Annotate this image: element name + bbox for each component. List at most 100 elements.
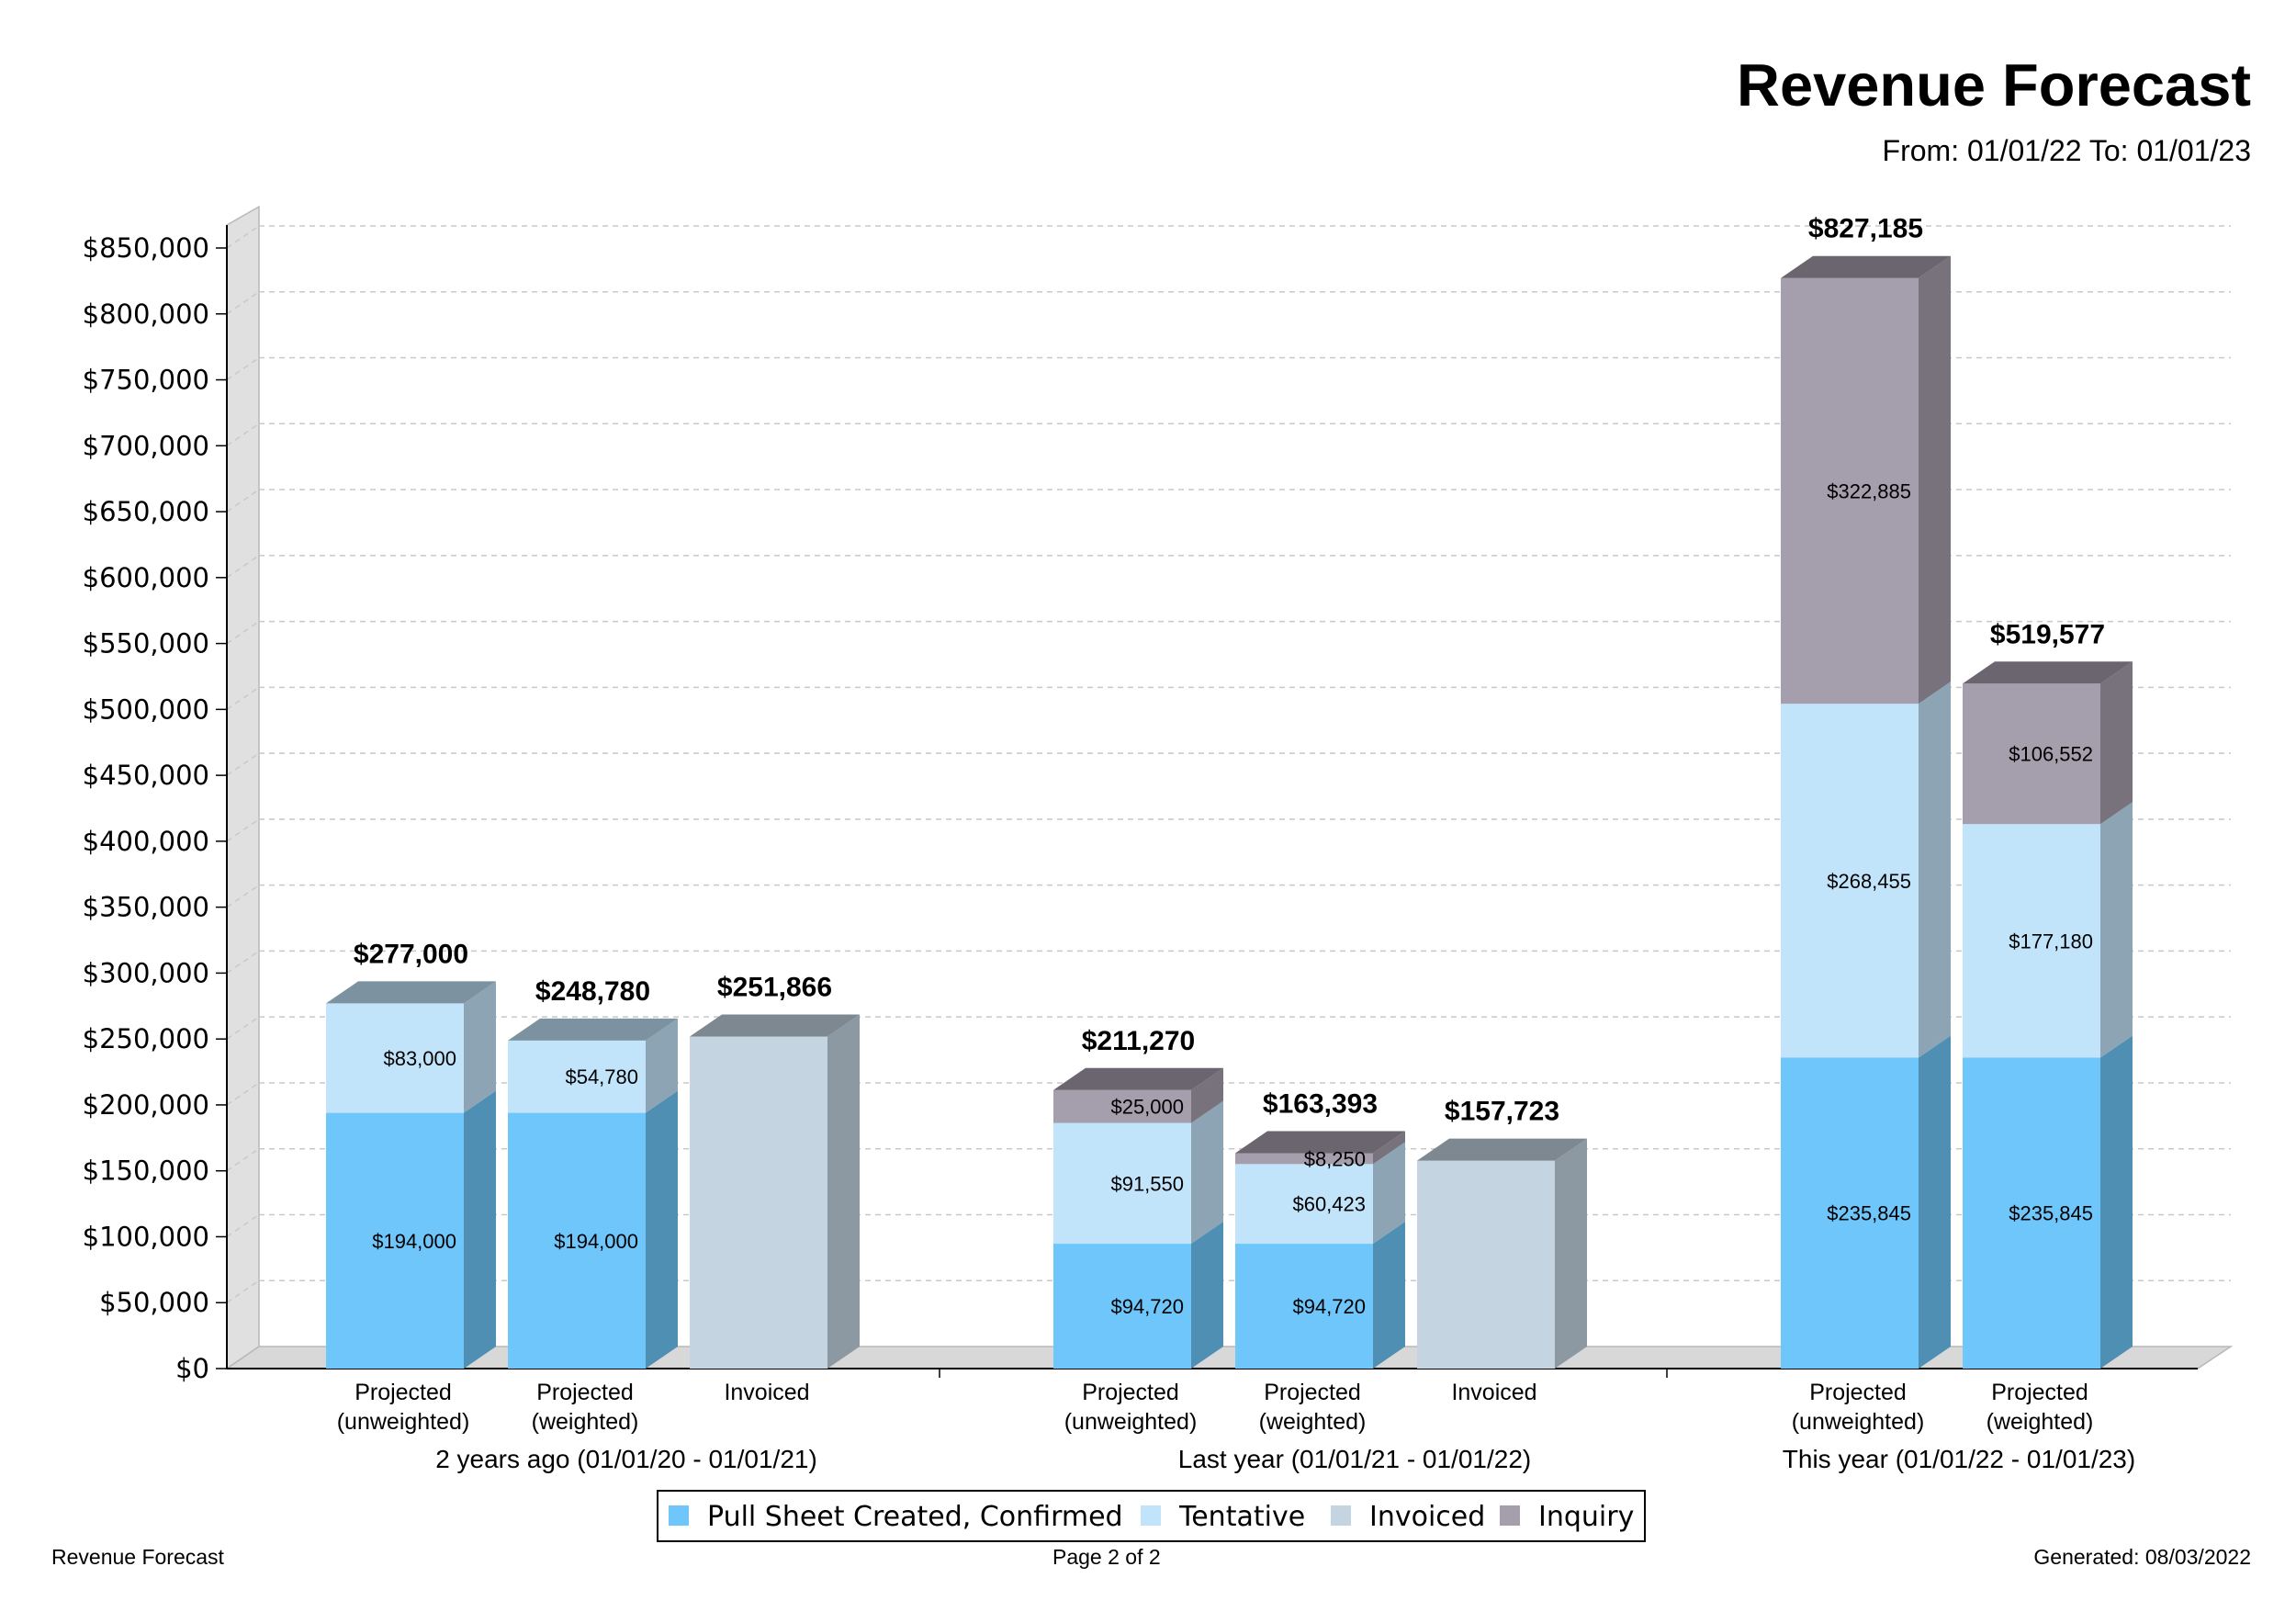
gridline-diagonal — [226, 620, 260, 645]
y-tick-label: $700,000 — [83, 430, 209, 461]
y-tick-label: $100,000 — [83, 1221, 209, 1252]
bar-total-label: $248,780 — [535, 976, 650, 1007]
legend-swatch — [1500, 1505, 1520, 1526]
bar-top-face — [1053, 1067, 1223, 1090]
bar-segment — [1053, 1089, 1191, 1123]
footer-page-number: Page 2 of 2 — [1052, 1545, 1161, 1569]
segment-value-label: $322,885 — [1827, 479, 1911, 502]
x-category-label: Projected — [1991, 1380, 2088, 1405]
y-tick-label: $850,000 — [83, 232, 209, 264]
y-tick-label: $150,000 — [83, 1155, 209, 1187]
bar-segment — [1235, 1164, 1373, 1245]
segment-value-label: $177,180 — [2009, 930, 2093, 952]
bar-top-face — [690, 1014, 860, 1037]
segment-value-label: $94,720 — [1292, 1295, 1366, 1318]
bar-top-face — [1417, 1138, 1587, 1161]
gridline-diagonal — [226, 1213, 260, 1238]
bar-segment — [1053, 1122, 1191, 1245]
bar-segment — [1781, 1057, 1919, 1369]
segment-value-label: $91,550 — [1110, 1172, 1184, 1195]
segment-value-label: $83,000 — [383, 1047, 456, 1070]
bar-segment — [326, 1112, 464, 1369]
bar-top-face — [508, 1018, 678, 1041]
bar-segment-side — [464, 1090, 496, 1369]
bar-top-face — [326, 981, 496, 1004]
axes: $0 $50,000 $100,000 $150,000 $200,000 $250,00… — [83, 225, 2198, 1384]
gridline-diagonal — [226, 291, 260, 315]
bar-segment — [1417, 1160, 1555, 1369]
gridline-diagonal — [226, 818, 260, 842]
bar-segment — [326, 1003, 464, 1113]
gridline-diagonal — [226, 1082, 260, 1106]
bar-segment-side — [646, 1090, 678, 1369]
x-category-label: (weighted) — [1986, 1409, 2094, 1435]
segment-value-label: $94,720 — [1110, 1295, 1184, 1318]
x-category-label: Projected — [1082, 1380, 1179, 1405]
legend-label: Inquiry — [1538, 1501, 1634, 1533]
bar-segment-side — [827, 1014, 860, 1369]
x-category-label: Projected — [355, 1380, 452, 1405]
bar-segment — [508, 1112, 646, 1369]
bar-segment-side — [2100, 802, 2133, 1058]
x-category-label: (unweighted) — [1064, 1409, 1198, 1435]
bars — [326, 255, 2133, 1369]
footer-report-name: Revenue Forecast — [51, 1545, 224, 1569]
segment-value-label: $268,455 — [1827, 870, 1911, 893]
bar-segment — [1963, 824, 2100, 1058]
segment-value-label: $60,423 — [1292, 1193, 1366, 1216]
gridline-diagonal — [226, 225, 260, 249]
x-group-label: 2 years ago (01/01/20 - 01/01/21) — [435, 1445, 817, 1473]
bar-segment-side — [1919, 1035, 1951, 1369]
bar-segment-side — [1373, 1142, 1405, 1245]
legend-label: Tentative — [1178, 1501, 1305, 1533]
gridline-diagonal — [226, 423, 260, 446]
y-tick-label: $750,000 — [83, 365, 209, 396]
bar-total-label: $519,577 — [1990, 619, 2105, 649]
bar-total-label: $827,185 — [1808, 214, 1923, 244]
bar-segment — [1235, 1244, 1373, 1369]
segment-value-label: $194,000 — [372, 1230, 456, 1253]
bar-segment-side — [464, 981, 496, 1113]
gridline-diagonal — [226, 1148, 260, 1172]
bar-total-label: $251,866 — [717, 972, 832, 1002]
gridline-diagonal — [226, 950, 260, 975]
segment-value-label: $54,780 — [565, 1065, 638, 1088]
y-tick-label: $450,000 — [83, 760, 209, 791]
segment-value-label: $194,000 — [554, 1230, 638, 1253]
bar-top-face — [1781, 255, 1951, 278]
bar-segment-side — [1555, 1138, 1587, 1369]
segment-value-label: $235,845 — [1827, 1202, 1911, 1225]
x-category-label: Invoiced — [724, 1380, 809, 1405]
gridline-diagonal — [226, 1279, 260, 1303]
y-tick-label: $0 — [175, 1353, 209, 1384]
bar-segment-side — [1191, 1222, 1223, 1369]
legend-label: Invoiced — [1369, 1501, 1485, 1533]
y-tick-label: $800,000 — [83, 299, 209, 330]
segment-value-label: $106,552 — [2009, 743, 2093, 766]
left-wall — [226, 205, 260, 1370]
bar-segment-side — [1191, 1067, 1223, 1123]
x-category-label: Projected — [536, 1380, 634, 1405]
bar-segment-side — [1373, 1222, 1405, 1369]
bar-segment-side — [1919, 255, 1951, 704]
legend: Pull Sheet Created, Confirmed Tentative In… — [657, 1490, 1646, 1542]
bar-segment — [1781, 277, 1919, 704]
gridline-diagonal — [226, 885, 260, 908]
x-group-label: Last year (01/01/21 - 01/01/22) — [1178, 1445, 1531, 1473]
x-category-label: (unweighted) — [1792, 1409, 1925, 1435]
legend-label: Pull Sheet Created, Confirmed — [707, 1501, 1123, 1533]
legend-swatch — [669, 1505, 689, 1526]
y-tick-label: $50,000 — [99, 1287, 209, 1318]
y-tick-label: $300,000 — [83, 957, 209, 988]
segment-value-label: $235,845 — [2009, 1202, 2093, 1225]
bar-segment-side — [1373, 1131, 1405, 1165]
x-category-label: (weighted) — [1259, 1409, 1367, 1435]
bar-segment — [1963, 683, 2100, 825]
bar-total-label: $163,393 — [1263, 1088, 1378, 1119]
bar-total-label: $277,000 — [354, 939, 468, 969]
bar-total-label: $157,723 — [1445, 1097, 1559, 1127]
gridline-diagonal — [226, 356, 260, 381]
bar-segment — [1053, 1244, 1191, 1369]
bar-top-face — [1235, 1131, 1405, 1154]
y-tick-label: $600,000 — [83, 562, 209, 593]
